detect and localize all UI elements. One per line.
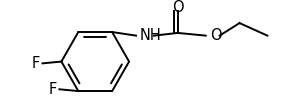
Text: O: O: [172, 0, 184, 15]
Text: F: F: [31, 56, 39, 71]
Text: NH: NH: [140, 28, 162, 43]
Text: O: O: [210, 28, 221, 43]
Text: F: F: [48, 82, 56, 97]
